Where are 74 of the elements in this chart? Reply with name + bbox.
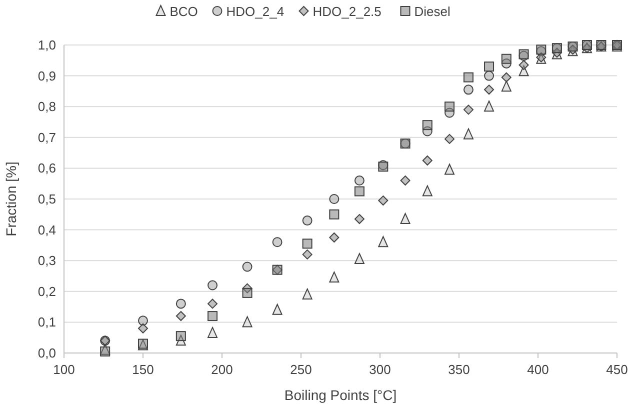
x-tick-label: 450 — [606, 362, 628, 377]
y-tick-label: 0,6 — [38, 160, 56, 176]
point — [176, 311, 186, 322]
point — [208, 298, 218, 309]
point — [329, 232, 340, 242]
point — [422, 156, 432, 166]
point — [354, 214, 364, 224]
point — [100, 346, 110, 356]
y-tick-label: 0,5 — [38, 192, 56, 206]
point — [272, 237, 282, 248]
x-tick-label: 300 — [369, 362, 391, 377]
y-axis-title: Fraction [%] — [3, 162, 19, 236]
point — [444, 102, 455, 112]
point — [138, 323, 148, 334]
point — [484, 84, 494, 95]
point — [302, 216, 312, 226]
point — [329, 194, 340, 204]
point — [501, 54, 512, 64]
y-tick-label: 0,2 — [38, 284, 56, 299]
x-axis-title: Boiling Points [°C] — [284, 387, 397, 403]
point — [422, 120, 432, 130]
point — [329, 209, 340, 220]
point — [378, 236, 388, 248]
x-tick-label: 400 — [527, 362, 549, 377]
y-tick-label: 0,1 — [38, 314, 56, 330]
y-tick-label: 0,0 — [38, 346, 56, 360]
point — [302, 249, 312, 260]
point — [354, 176, 364, 186]
point — [400, 176, 410, 186]
y-tick-label: 0,7 — [38, 130, 56, 145]
point — [484, 62, 494, 72]
point — [463, 72, 474, 82]
point — [501, 80, 512, 92]
y-tick-label: 0,8 — [38, 99, 56, 114]
point — [176, 331, 186, 342]
point — [484, 100, 494, 112]
point — [176, 298, 186, 309]
point — [208, 280, 218, 290]
point — [242, 262, 252, 272]
point — [302, 288, 312, 300]
point — [242, 316, 252, 328]
x-tick-label: 100 — [53, 362, 75, 377]
y-tick-label: 0,3 — [38, 253, 56, 268]
point — [208, 326, 218, 338]
point — [329, 272, 340, 283]
x-tick-label: 150 — [132, 362, 154, 377]
point — [463, 128, 474, 140]
y-tick-label: 1,0 — [38, 38, 56, 52]
x-tick-label: 250 — [290, 362, 312, 377]
point — [242, 288, 252, 298]
legend-label: HDO_2_2.5 — [312, 4, 382, 19]
point — [444, 134, 455, 144]
x-tick-label: 350 — [448, 362, 470, 377]
point — [463, 104, 474, 115]
point — [354, 253, 364, 264]
point — [518, 60, 529, 70]
point — [400, 213, 410, 224]
point — [208, 311, 218, 322]
point — [138, 316, 148, 326]
point — [501, 72, 512, 82]
x-tick-label: 200 — [211, 362, 233, 377]
legend-label: BCO — [170, 4, 198, 19]
y-tick-label: 0,9 — [38, 68, 56, 84]
point — [272, 304, 282, 315]
point — [378, 196, 388, 206]
point — [463, 84, 474, 95]
point — [484, 70, 494, 81]
y-tick-label: 0,4 — [38, 222, 56, 238]
legend-label: HDO_2_4 — [226, 4, 284, 19]
point — [444, 164, 455, 175]
point — [422, 185, 432, 196]
point — [354, 186, 364, 196]
point — [302, 238, 312, 249]
legend-label: Diesel — [414, 4, 450, 19]
